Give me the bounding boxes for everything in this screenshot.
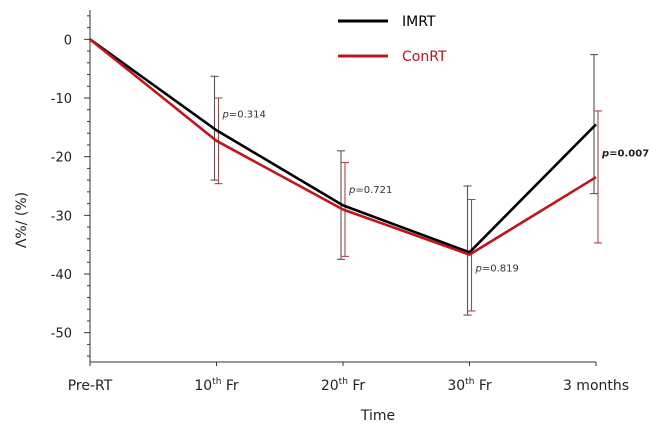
p-value-annotation: p=0.007 bbox=[601, 149, 649, 160]
legend: IMRT ConRT bbox=[338, 14, 447, 65]
series-line-imrt bbox=[89, 38, 597, 254]
p-value-annotation: p=0.819 bbox=[475, 264, 519, 275]
y-tick-label: -20 bbox=[51, 151, 72, 166]
y-axis-title: Λ%/ (%) bbox=[14, 192, 30, 248]
x-axis-title: Time bbox=[360, 408, 395, 424]
y-tick-label: -10 bbox=[51, 92, 72, 107]
series-line-conrt bbox=[89, 38, 597, 256]
x-tick-label: Pre-RT bbox=[68, 378, 113, 394]
x-tick-label: 10th Fr bbox=[194, 377, 239, 394]
y-tick-label: -30 bbox=[51, 209, 72, 224]
x-tick-label: 20th Fr bbox=[321, 377, 366, 394]
x-tick-label: 3 months bbox=[563, 378, 629, 394]
y-tick-label: -50 bbox=[51, 327, 72, 342]
x-tick-label: 30th Fr bbox=[447, 377, 492, 394]
error-bars bbox=[210, 54, 602, 316]
labels: 0 -10 -20 -30 -40 -50 Pre-RT 10th Fr 20th Fr 30th… bbox=[51, 33, 649, 394]
series-lines bbox=[89, 38, 597, 256]
axes bbox=[84, 10, 597, 366]
p-value-annotation: p=0.721 bbox=[348, 185, 392, 196]
legend-label-conrt: ConRT bbox=[402, 49, 447, 65]
y-tick-label: 0 bbox=[64, 33, 72, 48]
legend-label-imrt: IMRT bbox=[402, 14, 436, 30]
y-tick-label: -40 bbox=[51, 268, 72, 283]
p-value-annotation: p=0.314 bbox=[222, 109, 266, 120]
